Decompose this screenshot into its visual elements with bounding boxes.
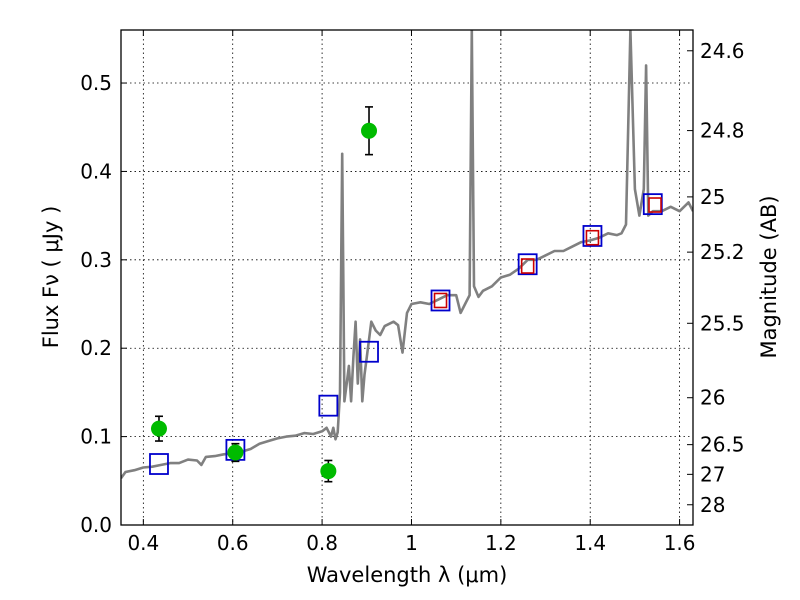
observed-square-point [648, 197, 662, 213]
series-layer [121, 30, 693, 483]
plot-frame [120, 29, 694, 526]
y-tick-label: 0.5 [80, 71, 112, 95]
right-tick-label: 25 [700, 185, 725, 209]
right-tick-label: 28 [700, 493, 725, 517]
model-square-point [582, 225, 603, 247]
photometry-point [361, 122, 378, 139]
tick-layer: 0.4 0.6 0.8 1 1.2 1.4 1.6 0.0 0.1 0.2 0.3 0.4 0.5 24.… [80, 30, 745, 555]
x-axis-label: Wavelength λ (μm) [307, 563, 508, 587]
x-tick-label: 1.4 [574, 531, 606, 555]
y-tick-label: 0.1 [80, 425, 112, 449]
right-tick-label: 27 [700, 462, 725, 486]
right-tick-label: 25.5 [700, 311, 745, 335]
observed-square-point [585, 229, 600, 246]
spectrum-line [121, 30, 693, 479]
y-tick-label: 0.2 [80, 336, 112, 360]
right-tick-label: 25.2 [700, 240, 745, 264]
photometry-point [150, 420, 167, 437]
x-tick-label: 1 [405, 531, 418, 555]
y-tick-label: 0.4 [80, 159, 112, 183]
x-tick-label: 0.8 [306, 531, 338, 555]
y-axis-label: Flux Fν ( μJy ) [39, 206, 63, 349]
x-tick-label: 0.6 [217, 531, 249, 555]
observed-square-point [433, 292, 448, 309]
photometry-point [227, 444, 244, 461]
x-tick-label: 1.6 [664, 531, 696, 555]
model-square-point [517, 253, 538, 276]
y-tick-label: 0.0 [80, 513, 112, 537]
x-tick-label: 1.2 [485, 531, 517, 555]
observed-square-point [520, 258, 535, 274]
model-square-point [430, 289, 451, 312]
right-tick-label: 24.8 [700, 119, 745, 143]
model-square-point [149, 453, 169, 475]
model-square-point [359, 340, 379, 363]
right-tick-label: 26 [700, 386, 725, 410]
y-axis-right-label: Magnitude (AB) [757, 195, 781, 358]
y-tick-label: 0.3 [80, 248, 112, 272]
right-tick-label: 26.5 [700, 433, 745, 457]
photometry-point [320, 463, 337, 480]
x-tick-label: 0.4 [127, 531, 159, 555]
grid-layer [121, 30, 693, 526]
right-tick-label: 24.6 [700, 39, 745, 63]
model-square-point [318, 394, 339, 417]
